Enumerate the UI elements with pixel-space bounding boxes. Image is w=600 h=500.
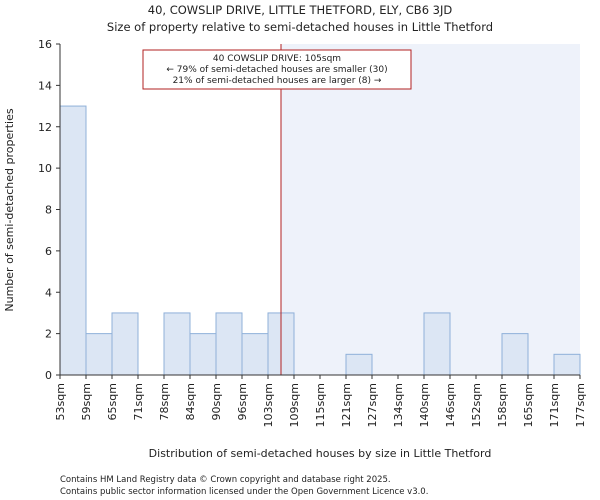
x-axis-label: Distribution of semi-detached houses by … (149, 447, 492, 460)
y-tick-label: 6 (45, 245, 52, 258)
bar-140sqm (423, 312, 451, 376)
y-axis-label: Number of semi-detached properties (3, 108, 16, 311)
y-tick-label: 14 (38, 79, 52, 92)
x-tick-label: 146sqm (444, 383, 457, 427)
y-tick-label: 4 (45, 286, 52, 299)
y-tick-label: 0 (45, 369, 52, 382)
x-tick-label: 152sqm (470, 383, 483, 427)
x-tick-label: 121sqm (340, 383, 353, 427)
x-tick-label: 96sqm (236, 383, 249, 420)
annotation-line-3: 21% of semi-detached houses are larger (… (173, 76, 382, 86)
bar-171sqm (553, 353, 581, 376)
bar-53sqm (59, 105, 87, 376)
bar-121sqm (345, 353, 373, 376)
y-tick-label: 10 (38, 162, 52, 175)
y-tick-label: 2 (45, 328, 52, 341)
chart-title: 40, COWSLIP DRIVE, LITTLE THETFORD, ELY,… (148, 3, 453, 17)
annotation-box: 40 COWSLIP DRIVE: 105sqm ← 79% of semi-d… (142, 49, 412, 90)
bar-84sqm (189, 333, 217, 376)
x-tick-label: 115sqm (314, 383, 327, 427)
bar-78sqm (163, 312, 191, 376)
bar-65sqm (111, 312, 139, 376)
x-tick-label: 140sqm (418, 383, 431, 427)
annotation-line-1: 40 COWSLIP DRIVE: 105sqm (213, 54, 341, 64)
bar-59sqm (85, 333, 113, 376)
bar-158sqm (501, 333, 529, 376)
x-tick-label: 177sqm (574, 383, 587, 427)
x-tick-label: 53sqm (54, 383, 67, 420)
x-tick-label: 165sqm (522, 383, 535, 427)
x-tick-label: 78sqm (158, 383, 171, 420)
x-tick-label: 71sqm (132, 383, 145, 420)
x-tick-label: 134sqm (392, 383, 405, 427)
chart-subtitle: Size of property relative to semi-detach… (107, 20, 493, 34)
bar-90sqm (215, 312, 243, 376)
x-tick-label: 103sqm (262, 383, 275, 427)
y-tick-label: 16 (38, 38, 52, 51)
y-tick-label: 8 (45, 204, 52, 217)
x-tick-label: 90sqm (210, 383, 223, 420)
bar-96sqm (241, 333, 269, 376)
y-tick-label: 12 (38, 121, 52, 134)
annotation-line-2: ← 79% of semi-detached houses are smalle… (166, 65, 387, 75)
x-tick-label: 84sqm (184, 383, 197, 420)
x-tick-label: 158sqm (496, 383, 509, 427)
x-tick-label: 59sqm (80, 383, 93, 420)
footer-copyright: Contains HM Land Registry data © Crown c… (60, 475, 391, 485)
x-tick-label: 171sqm (548, 383, 561, 427)
x-tick-label: 65sqm (106, 383, 119, 420)
x-tick-label: 109sqm (288, 383, 301, 427)
footer-licence: Contains public sector information licen… (60, 487, 428, 497)
x-tick-label: 127sqm (366, 383, 379, 427)
